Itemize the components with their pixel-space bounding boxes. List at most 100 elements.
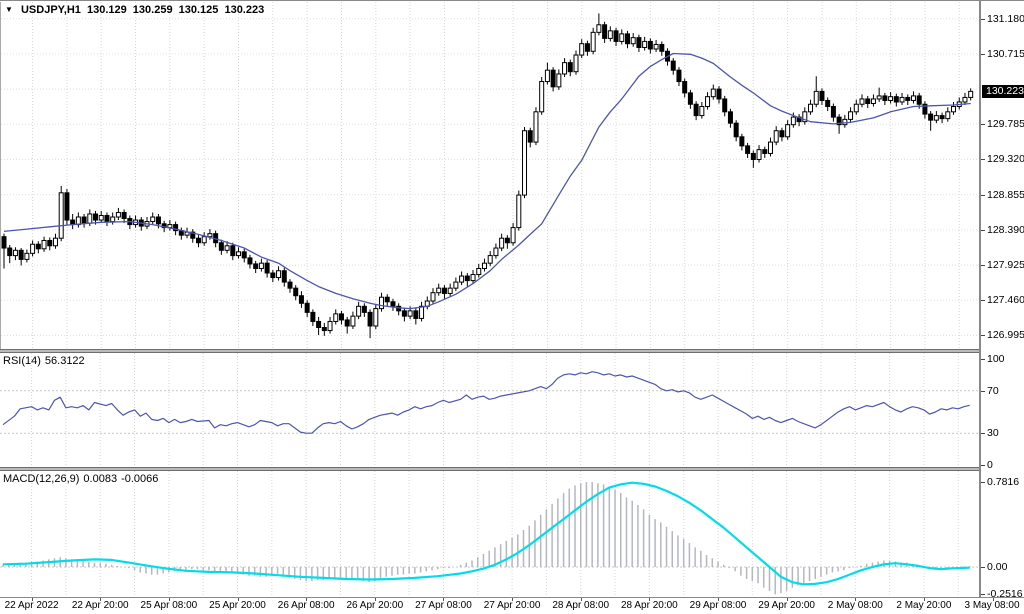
candle-bearish: [939, 115, 945, 120]
candle-bullish: [224, 245, 230, 251]
candle-bearish: [739, 136, 745, 147]
candle-bullish: [899, 96, 905, 103]
main-chart-canvas[interactable]: [1, 2, 980, 349]
candle-bullish: [933, 115, 939, 121]
pane-separator[interactable]: [0, 467, 1024, 471]
candle-bearish: [613, 30, 619, 42]
candle-bearish: [161, 223, 167, 229]
candle-bearish: [882, 95, 888, 101]
candle-bullish: [493, 247, 499, 257]
macd-chart-canvas[interactable]: [0, 471, 979, 597]
candle-bearish: [750, 152, 756, 160]
candle-bearish: [104, 214, 110, 223]
candle-bullish: [870, 98, 876, 104]
candle-bearish: [293, 287, 299, 297]
candle-bearish: [441, 287, 447, 294]
candle-bullish: [453, 281, 459, 289]
candle-bearish: [264, 262, 270, 274]
candle-bearish: [241, 251, 247, 259]
ma-line: [3, 52, 971, 310]
candle-bearish: [584, 43, 590, 52]
quote-open: 130.129: [86, 4, 127, 16]
candle-bearish: [304, 302, 310, 313]
candle-bullish: [373, 308, 379, 327]
macd-signal-value: -0.0066: [121, 473, 159, 485]
candle-bearish: [602, 24, 608, 39]
main-chart-pane: ▼ USDJPY,H1 130.129 130.259 130.125 130.…: [0, 2, 980, 349]
time-axis-label: 29 Apr 20:00: [758, 600, 815, 611]
pane-separator[interactable]: [0, 349, 1024, 353]
candle-bullish: [333, 313, 339, 322]
candle-bullish: [447, 287, 453, 294]
macd-axis-label: 0.00: [987, 561, 1008, 573]
candle-bearish: [716, 88, 722, 100]
quote-low: 130.125: [178, 4, 219, 16]
price-axis-tick: [981, 391, 985, 392]
time-axis-tick: [787, 598, 788, 601]
candle-bearish: [281, 270, 287, 283]
candle-bullish: [756, 149, 762, 160]
candle-bearish: [367, 311, 373, 327]
price-axis-label: 129.785: [987, 118, 1024, 130]
price-axis-label: 128.390: [987, 224, 1024, 236]
candle-bullish: [470, 274, 476, 282]
symbol-dropdown-icon[interactable]: ▼: [5, 5, 13, 14]
price-axis-tick: [981, 335, 985, 336]
candle-bearish: [384, 296, 390, 303]
candle-bullish: [276, 270, 282, 279]
price-axis-tick: [981, 433, 985, 434]
time-axis-label: 25 Apr 20:00: [209, 600, 266, 611]
price-axis-label: 131.180: [987, 13, 1024, 25]
time-axis-tick: [32, 598, 33, 601]
candle-bullish: [596, 24, 602, 33]
price-axis-tick: [981, 124, 985, 125]
time-axis-tick: [375, 598, 376, 601]
candle-bullish: [607, 30, 613, 39]
macd-pane: MACD(12,26,9) 0.0083 -0.0066: [0, 471, 979, 597]
candle-bearish: [624, 33, 630, 45]
price-axis-label: 127.925: [987, 259, 1024, 271]
candle-bearish: [253, 263, 259, 269]
candle-bearish: [550, 69, 556, 88]
candle-bearish: [722, 98, 728, 113]
candle-bearish: [247, 257, 253, 265]
candle-bullish: [853, 103, 859, 113]
candle-bullish: [430, 292, 436, 302]
candle-bullish: [653, 43, 659, 50]
candle-bearish: [916, 95, 922, 105]
candle-bullish: [962, 96, 968, 103]
time-axis-tick: [718, 598, 719, 601]
candle-bearish: [905, 96, 911, 101]
candle-bearish: [504, 237, 510, 244]
candle-bearish: [344, 319, 350, 327]
candle-bullish: [87, 213, 93, 224]
rsi-chart-canvas[interactable]: [0, 353, 979, 467]
candle-bullish: [562, 62, 568, 75]
candle-bearish: [636, 37, 642, 48]
candle-bullish: [379, 296, 385, 310]
macd-indicator-label: MACD(12,26,9) 0.0083 -0.0066: [3, 473, 162, 485]
macd-main-value: 0.0083: [83, 473, 118, 485]
rsi-axis-label: 100: [987, 353, 1005, 365]
time-axis[interactable]: 22 Apr 2022 22 Apr 20:00 25 Apr 08:00 25 Ap…: [0, 597, 1024, 614]
macd-axis-label: -0.2516: [987, 588, 1023, 600]
candle-bearish: [287, 281, 293, 289]
macd-axis-label: 0.7816: [987, 476, 1020, 488]
candle-bullish: [522, 130, 528, 196]
price-axis-tick: [981, 54, 985, 55]
quote-close: 130.223: [224, 4, 265, 16]
price-axis-tick: [981, 195, 985, 196]
candle-bullish: [813, 90, 819, 105]
candle-bearish: [464, 275, 470, 282]
time-axis-label: 2 May 20:00: [896, 600, 952, 611]
candle-bullish: [876, 95, 882, 100]
time-axis-tick: [169, 598, 170, 601]
price-axis-tick: [981, 465, 985, 466]
price-axis[interactable]: 131.180 130.715 129.785 129.320 128.855 128.3…: [979, 1, 1024, 600]
price-axis-label: 126.995: [987, 329, 1024, 341]
candle-bullish: [848, 111, 854, 120]
rsi-pane: RSI(14) 56.3122: [0, 353, 979, 467]
candle-bearish: [762, 149, 768, 154]
candle-bullish: [533, 111, 539, 143]
